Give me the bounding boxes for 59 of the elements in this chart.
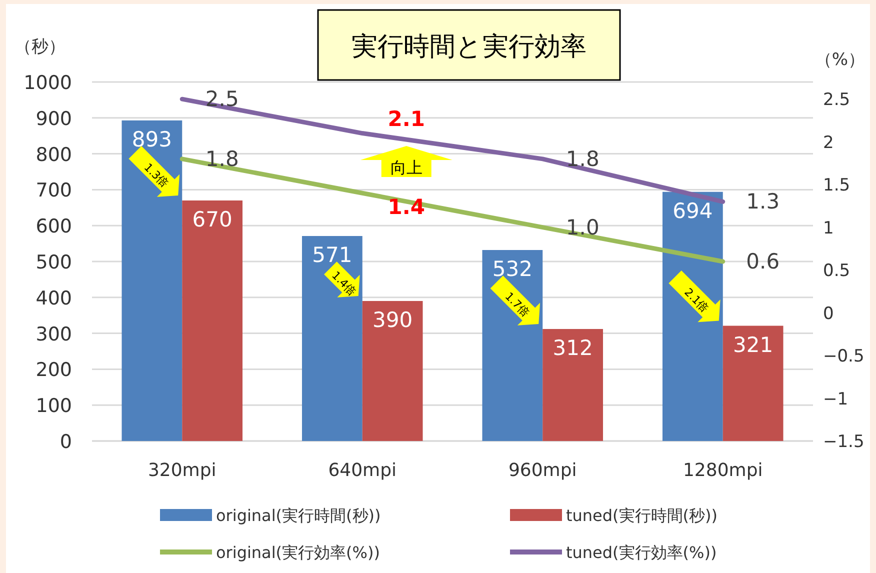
- annotation: 2.1: [388, 107, 425, 131]
- data-label: 312: [552, 336, 593, 360]
- x-tick-label: 1280mpi: [682, 460, 763, 481]
- legend-label: tuned(実行時間(秒)): [566, 506, 718, 525]
- data-label: 1.0: [566, 215, 600, 240]
- y-axis-title: （秒）: [14, 37, 66, 57]
- chart-title: 実行時間と実行効率: [352, 32, 586, 62]
- data-label: 532: [492, 257, 532, 282]
- legend-label: tuned(実行効率(%)): [566, 543, 717, 562]
- x-tick-label: 640mpi: [328, 460, 397, 481]
- bar: [662, 192, 723, 441]
- y2-tick-label: −1: [823, 389, 848, 410]
- data-label: 1.8: [205, 146, 239, 171]
- annotation: 2.1倍: [682, 286, 712, 316]
- y2-tick-label: −1.5: [823, 432, 864, 452]
- bar: [542, 328, 604, 441]
- annotation: 1.4倍: [329, 268, 359, 298]
- y2-tick-label: 1.5: [823, 176, 850, 196]
- y-tick-label: 600: [36, 216, 72, 238]
- bar: [302, 236, 362, 441]
- annotation: 向上: [390, 158, 422, 177]
- y-tick-label: 300: [36, 323, 72, 346]
- data-label: 321: [733, 332, 774, 357]
- y2-tick-label: 2.5: [823, 90, 850, 110]
- y2-tick-label: 0: [823, 304, 834, 324]
- y-tick-label: 200: [36, 359, 72, 382]
- y2-tick-label: 0.5: [823, 261, 850, 282]
- bar: [182, 200, 243, 441]
- annotation: 1.7倍: [502, 290, 532, 320]
- bar: [122, 120, 182, 441]
- y2-tick-label: 1: [823, 218, 834, 238]
- data-label: 2.5: [205, 87, 239, 112]
- legend-label: original(実行時間(秒)): [216, 506, 381, 525]
- y-tick-label: 100: [36, 395, 72, 418]
- y-tick-label: 800: [36, 144, 72, 166]
- y-tick-label: 1000: [24, 72, 72, 94]
- y-tick-label: 700: [36, 180, 72, 202]
- y2-tick-label: 2: [823, 132, 834, 153]
- y-tick-label: 0: [60, 431, 72, 453]
- data-label: 670: [192, 207, 232, 232]
- y2-tick-label: −0.5: [823, 346, 864, 367]
- bar: [362, 300, 423, 441]
- y-tick-label: 900: [36, 108, 72, 130]
- data-label: 893: [132, 127, 172, 152]
- y-tick-label: 400: [36, 287, 72, 310]
- data-label: 390: [372, 308, 413, 332]
- data-label: 1.8: [566, 146, 600, 171]
- x-tick-label: 320mpi: [148, 460, 216, 481]
- data-label: 571: [312, 243, 352, 268]
- y-tick-label: 500: [36, 252, 72, 274]
- legend-label: original(実行効率(%)): [216, 543, 380, 562]
- bar: [722, 326, 784, 441]
- x-tick-label: 960mpi: [508, 460, 577, 481]
- data-label: 0.6: [746, 250, 780, 274]
- bar: [482, 250, 543, 441]
- data-label: 694: [672, 198, 713, 223]
- y2-axis-title: （%）: [814, 50, 866, 70]
- annotation: 1.3倍: [141, 160, 171, 190]
- data-label: 1.3: [746, 190, 780, 214]
